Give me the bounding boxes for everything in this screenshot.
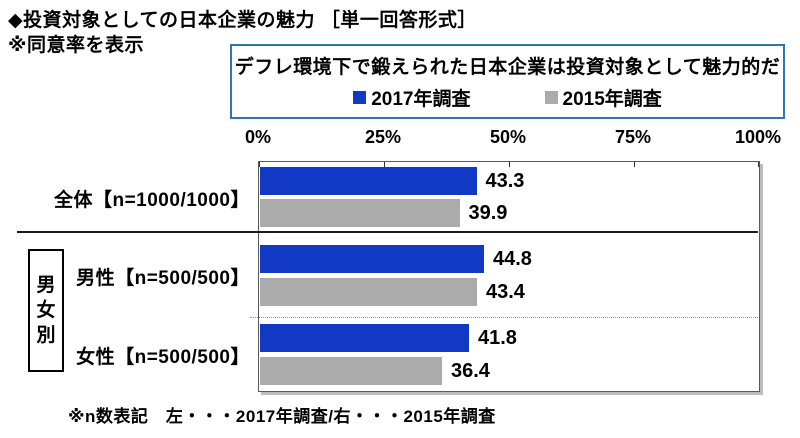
x-axis-tick-mark [384, 162, 385, 167]
legend-label-2017: 2017年調査 [371, 89, 471, 111]
category-label: 全体【n=1000/1000】 [53, 189, 250, 211]
x-axis-tick-mark [259, 162, 260, 167]
question-box: デフレ環境下で鍛えられた日本企業は投資対象として魅力的だ 2017年調査 201… [230, 44, 785, 119]
value-label: 39.9 [468, 202, 508, 224]
category-label: 女性【n=500/500】 [76, 347, 250, 368]
value-label: 43.4 [486, 280, 525, 303]
value-label: 43.3 [485, 169, 525, 192]
value-label: 44.8 [493, 248, 532, 270]
x-axis-tick-label: 0% [244, 127, 272, 147]
legend-label-2015: 2015年調査 [562, 89, 662, 111]
x-axis-tick-mark [509, 162, 510, 167]
legend: 2017年調査 2015年調査 [353, 84, 662, 111]
gender-group-label-char: 女 [36, 300, 56, 321]
x-axis-tick-label: 50% [489, 127, 527, 147]
value-label: 36.4 [451, 359, 490, 382]
category-separator-line [250, 317, 758, 318]
x-axis-tick-label: 100% [734, 127, 782, 147]
page-title: ◆投資対象としての日本企業の魅力 ［単一回答形式］ [8, 10, 477, 31]
x-axis-tick-label: 25% [364, 127, 402, 147]
gender-group-box: 男女別 [28, 249, 64, 372]
x-axis-tick-mark [758, 162, 759, 167]
gender-group-label-char: 別 [36, 325, 56, 346]
footnote: ※n数表記 左・・・2017年調査/右・・・2015年調査 [68, 407, 496, 426]
legend-item-2017: 2017年調査 [353, 84, 471, 111]
value-label: 41.8 [478, 327, 517, 349]
gender-group-label-char: 男 [36, 275, 56, 296]
agreement-rate-note: ※同意率を表示 [8, 35, 144, 56]
bar-2015年調査-男性【n=500/500】: 43.4 [260, 277, 525, 306]
section-separator-line [17, 231, 758, 233]
legend-item-2015: 2015年調査 [544, 84, 662, 111]
plot-area: 43.3 39.9 44.8 43.4 41.8 36.4 [258, 161, 760, 392]
legend-swatch-2017-icon [353, 91, 367, 105]
bar-2017年調査-全体【n=1000/1000】: 43.3 [260, 166, 524, 195]
x-axis-tick-mark [634, 162, 635, 167]
question-text: デフレ環境下で鍛えられた日本企業は投資対象として魅力的だ [234, 56, 781, 78]
bar-2017年調査-男性【n=500/500】: 44.8 [260, 245, 532, 273]
legend-swatch-2015-icon [544, 91, 558, 105]
bar-2015年調査-全体【n=1000/1000】: 39.9 [260, 199, 507, 227]
category-label: 男性【n=500/500】 [76, 268, 250, 289]
bar-2015年調査-女性【n=500/500】: 36.4 [260, 356, 490, 385]
bar-2017年調査-女性【n=500/500】: 41.8 [260, 324, 517, 352]
x-axis-tick-label: 75% [614, 127, 652, 147]
